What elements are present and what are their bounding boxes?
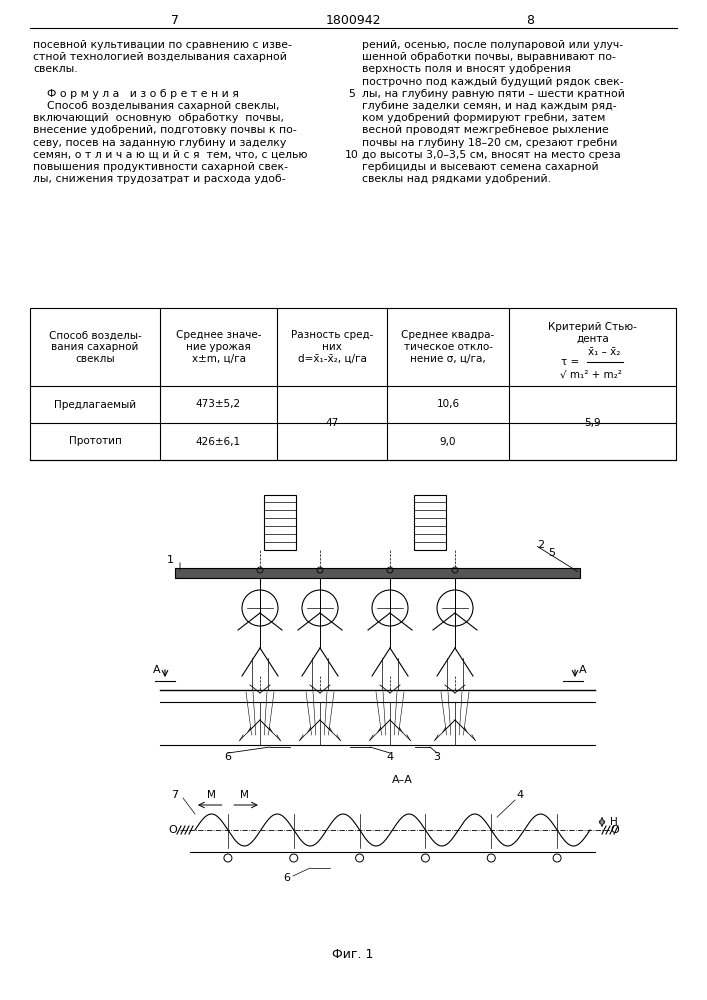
Text: 4: 4 xyxy=(387,752,394,762)
Text: верхность поля и вносят удобрения: верхность поля и вносят удобрения xyxy=(362,64,571,74)
Bar xyxy=(264,495,296,550)
Text: τ =: τ = xyxy=(561,357,580,367)
Text: шенной обработки почвы, выравнивают по-: шенной обработки почвы, выравнивают по- xyxy=(362,52,616,62)
Text: А–А: А–А xyxy=(392,775,413,785)
Text: Среднее значе-
ние урожая
x±m, ц/га: Среднее значе- ние урожая x±m, ц/га xyxy=(176,330,262,364)
Text: свеклы.: свеклы. xyxy=(33,64,78,74)
Text: √ m₁² + m₂²: √ m₁² + m₂² xyxy=(559,369,621,379)
Text: 7: 7 xyxy=(171,13,179,26)
Text: стной технологией возделывания сахарной: стной технологией возделывания сахарной xyxy=(33,52,287,62)
Text: 47: 47 xyxy=(325,418,339,428)
Text: 1: 1 xyxy=(167,555,174,565)
Text: внесение удобрений, подготовку почвы к по-: внесение удобрений, подготовку почвы к п… xyxy=(33,125,297,135)
Text: 10: 10 xyxy=(345,150,359,160)
Text: глубине заделки семян, и над каждым ряд-: глубине заделки семян, и над каждым ряд- xyxy=(362,101,617,111)
Text: построчно под каждый будущий рядок свек-: построчно под каждый будущий рядок свек- xyxy=(362,77,624,87)
Text: 426±6,1: 426±6,1 xyxy=(196,436,241,446)
Bar xyxy=(414,495,446,550)
Text: M: M xyxy=(207,790,216,800)
Text: Критерий Стью-
дента: Критерий Стью- дента xyxy=(548,322,637,344)
Text: x̄₁ – x̄₂: x̄₁ – x̄₂ xyxy=(588,347,621,357)
Text: A: A xyxy=(579,665,587,675)
Text: 9,0: 9,0 xyxy=(440,436,456,446)
Text: до высоты 3,0–3,5 см, вносят на место среза: до высоты 3,0–3,5 см, вносят на место ср… xyxy=(362,150,621,160)
Text: Прототип: Прототип xyxy=(69,436,122,446)
Text: весной проводят межгребневое рыхление: весной проводят межгребневое рыхление xyxy=(362,125,609,135)
Text: 10,6: 10,6 xyxy=(436,399,460,410)
Bar xyxy=(30,308,676,460)
Text: 8: 8 xyxy=(526,13,534,26)
Text: 5: 5 xyxy=(548,548,555,558)
Text: Ф о р м у л а   и з о б р е т е н и я: Ф о р м у л а и з о б р е т е н и я xyxy=(33,89,239,99)
Text: H: H xyxy=(610,817,618,827)
Text: Фиг. 1: Фиг. 1 xyxy=(332,948,374,962)
Text: включающий  основную  обработку  почвы,: включающий основную обработку почвы, xyxy=(33,113,284,123)
Text: семян, о т л и ч а ю щ и й с я  тем, что, с целью: семян, о т л и ч а ю щ и й с я тем, что,… xyxy=(33,150,308,160)
Text: 3: 3 xyxy=(433,752,440,762)
Text: почвы на глубину 18–20 см, срезают гребни: почвы на глубину 18–20 см, срезают гребн… xyxy=(362,138,617,148)
Text: свеклы над рядками удобрений.: свеклы над рядками удобрений. xyxy=(362,174,551,184)
Text: 5: 5 xyxy=(349,89,356,99)
Text: 5,9: 5,9 xyxy=(584,418,601,428)
Text: 2: 2 xyxy=(537,540,544,550)
Text: посевной культивации по сравнению с изве-: посевной культивации по сравнению с изве… xyxy=(33,40,292,50)
Text: Разность сред-
них
d=x̄₁-x̄₂, ц/га: Разность сред- них d=x̄₁-x̄₂, ц/га xyxy=(291,330,373,364)
Text: гербициды и высевают семена сахарной: гербициды и высевают семена сахарной xyxy=(362,162,599,172)
Text: M: M xyxy=(240,790,249,800)
Text: ком удобрений формируют гребни, затем: ком удобрений формируют гребни, затем xyxy=(362,113,605,123)
Text: Способ возделы-
вания сахарной
свеклы: Способ возделы- вания сахарной свеклы xyxy=(49,330,141,364)
Text: рений, осенью, после полупаровой или улуч-: рений, осенью, после полупаровой или улу… xyxy=(362,40,623,50)
Text: 473±5,2: 473±5,2 xyxy=(196,399,241,410)
Text: Способ возделывания сахарной свеклы,: Способ возделывания сахарной свеклы, xyxy=(33,101,279,111)
Text: 1800942: 1800942 xyxy=(325,13,381,26)
Text: A: A xyxy=(153,665,160,675)
Text: 4: 4 xyxy=(516,790,524,800)
Bar xyxy=(175,568,580,578)
Text: O: O xyxy=(611,825,619,835)
Text: O: O xyxy=(169,825,177,835)
Text: повышения продуктивности сахарной свек-: повышения продуктивности сахарной свек- xyxy=(33,162,288,172)
Text: 6: 6 xyxy=(284,873,291,883)
Text: лы, на глубину равную пяти – шести кратной: лы, на глубину равную пяти – шести кратн… xyxy=(362,89,625,99)
Text: 7: 7 xyxy=(171,790,179,800)
Text: севу, посев на заданную глубину и заделку: севу, посев на заданную глубину и заделк… xyxy=(33,138,286,148)
Text: Предлагаемый: Предлагаемый xyxy=(54,399,136,410)
Text: 6: 6 xyxy=(225,752,231,762)
Text: лы, снижения трудозатрат и расхода удоб-: лы, снижения трудозатрат и расхода удоб- xyxy=(33,174,286,184)
Text: Среднее квадра-
тическое откло-
нение σ, ц/га,: Среднее квадра- тическое откло- нение σ,… xyxy=(402,330,495,364)
